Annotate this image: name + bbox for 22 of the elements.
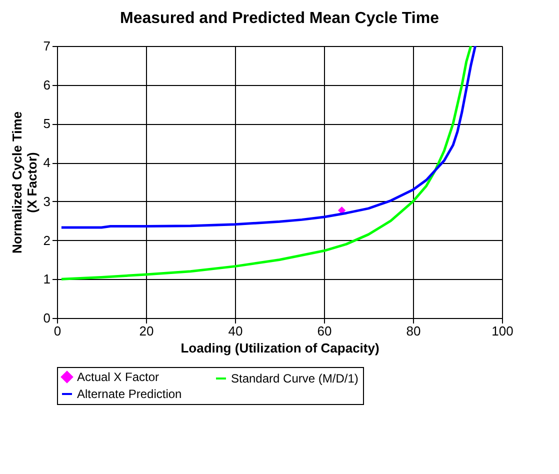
y-tick-label: 1 bbox=[43, 272, 50, 287]
x-tick-label: 100 bbox=[492, 324, 514, 338]
x-axis-title: Loading (Utilization of Capacity) bbox=[180, 340, 380, 356]
line-series bbox=[60, 46, 477, 229]
y-tick-label: 3 bbox=[43, 194, 50, 209]
legend-label: Actual X Factor bbox=[77, 370, 160, 384]
x-tick-label: 40 bbox=[228, 324, 243, 338]
y-tick-label: 2 bbox=[43, 232, 50, 248]
y-tick-label: 5 bbox=[43, 116, 50, 132]
legend-label: Alternate Prediction bbox=[77, 387, 182, 401]
y-axis-title: Normalized Cycle Time (X Factor) bbox=[9, 111, 40, 254]
x-tick-label: 60 bbox=[317, 324, 332, 338]
x-tick-label: 0 bbox=[54, 324, 62, 338]
y-tick-label: 4 bbox=[43, 155, 50, 170]
x-tick-label: 20 bbox=[139, 324, 154, 338]
x-tick-label: 80 bbox=[406, 324, 421, 338]
y-tick-label: 0 bbox=[43, 310, 50, 326]
y-tick-label: 6 bbox=[43, 77, 50, 92]
legend-label: Standard Curve (M/D/1) bbox=[231, 372, 358, 386]
chart-title: Measured and Predicted Mean Cycle Time bbox=[120, 10, 440, 27]
line-series bbox=[60, 46, 472, 280]
y-tick-label: 7 bbox=[43, 38, 50, 54]
